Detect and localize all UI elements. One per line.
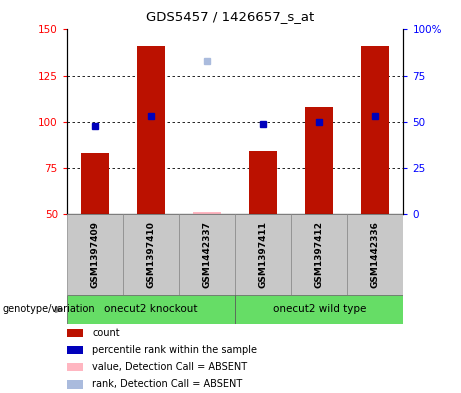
Bar [123,214,179,295]
Bar [179,214,235,295]
Bar [361,46,390,214]
Text: onecut2 knockout: onecut2 knockout [104,305,198,314]
Bar [291,214,347,295]
Bar [81,153,109,214]
Bar [67,380,83,389]
Bar [249,151,277,214]
Bar [193,212,221,214]
Text: onecut2 wild type: onecut2 wild type [272,305,366,314]
Text: percentile rank within the sample: percentile rank within the sample [92,345,257,355]
Bar [305,107,333,214]
Text: GSM1442336: GSM1442336 [371,221,380,288]
Bar [235,296,403,324]
Text: GSM1397410: GSM1397410 [147,221,155,288]
Bar [67,214,123,295]
Text: GSM1397409: GSM1397409 [90,221,100,288]
Bar [67,296,235,324]
Bar [67,363,83,371]
Bar [67,329,83,337]
Bar [67,346,83,354]
Text: genotype/variation: genotype/variation [2,305,95,314]
Bar [137,46,165,214]
Text: GDS5457 / 1426657_s_at: GDS5457 / 1426657_s_at [147,10,314,23]
Text: GSM1442337: GSM1442337 [202,221,212,288]
Text: GSM1397411: GSM1397411 [259,221,268,288]
Text: count: count [92,328,120,338]
Bar [347,214,403,295]
Text: value, Detection Call = ABSENT: value, Detection Call = ABSENT [92,362,247,372]
Bar [235,214,291,295]
Text: rank, Detection Call = ABSENT: rank, Detection Call = ABSENT [92,379,242,389]
Text: GSM1397412: GSM1397412 [315,221,324,288]
